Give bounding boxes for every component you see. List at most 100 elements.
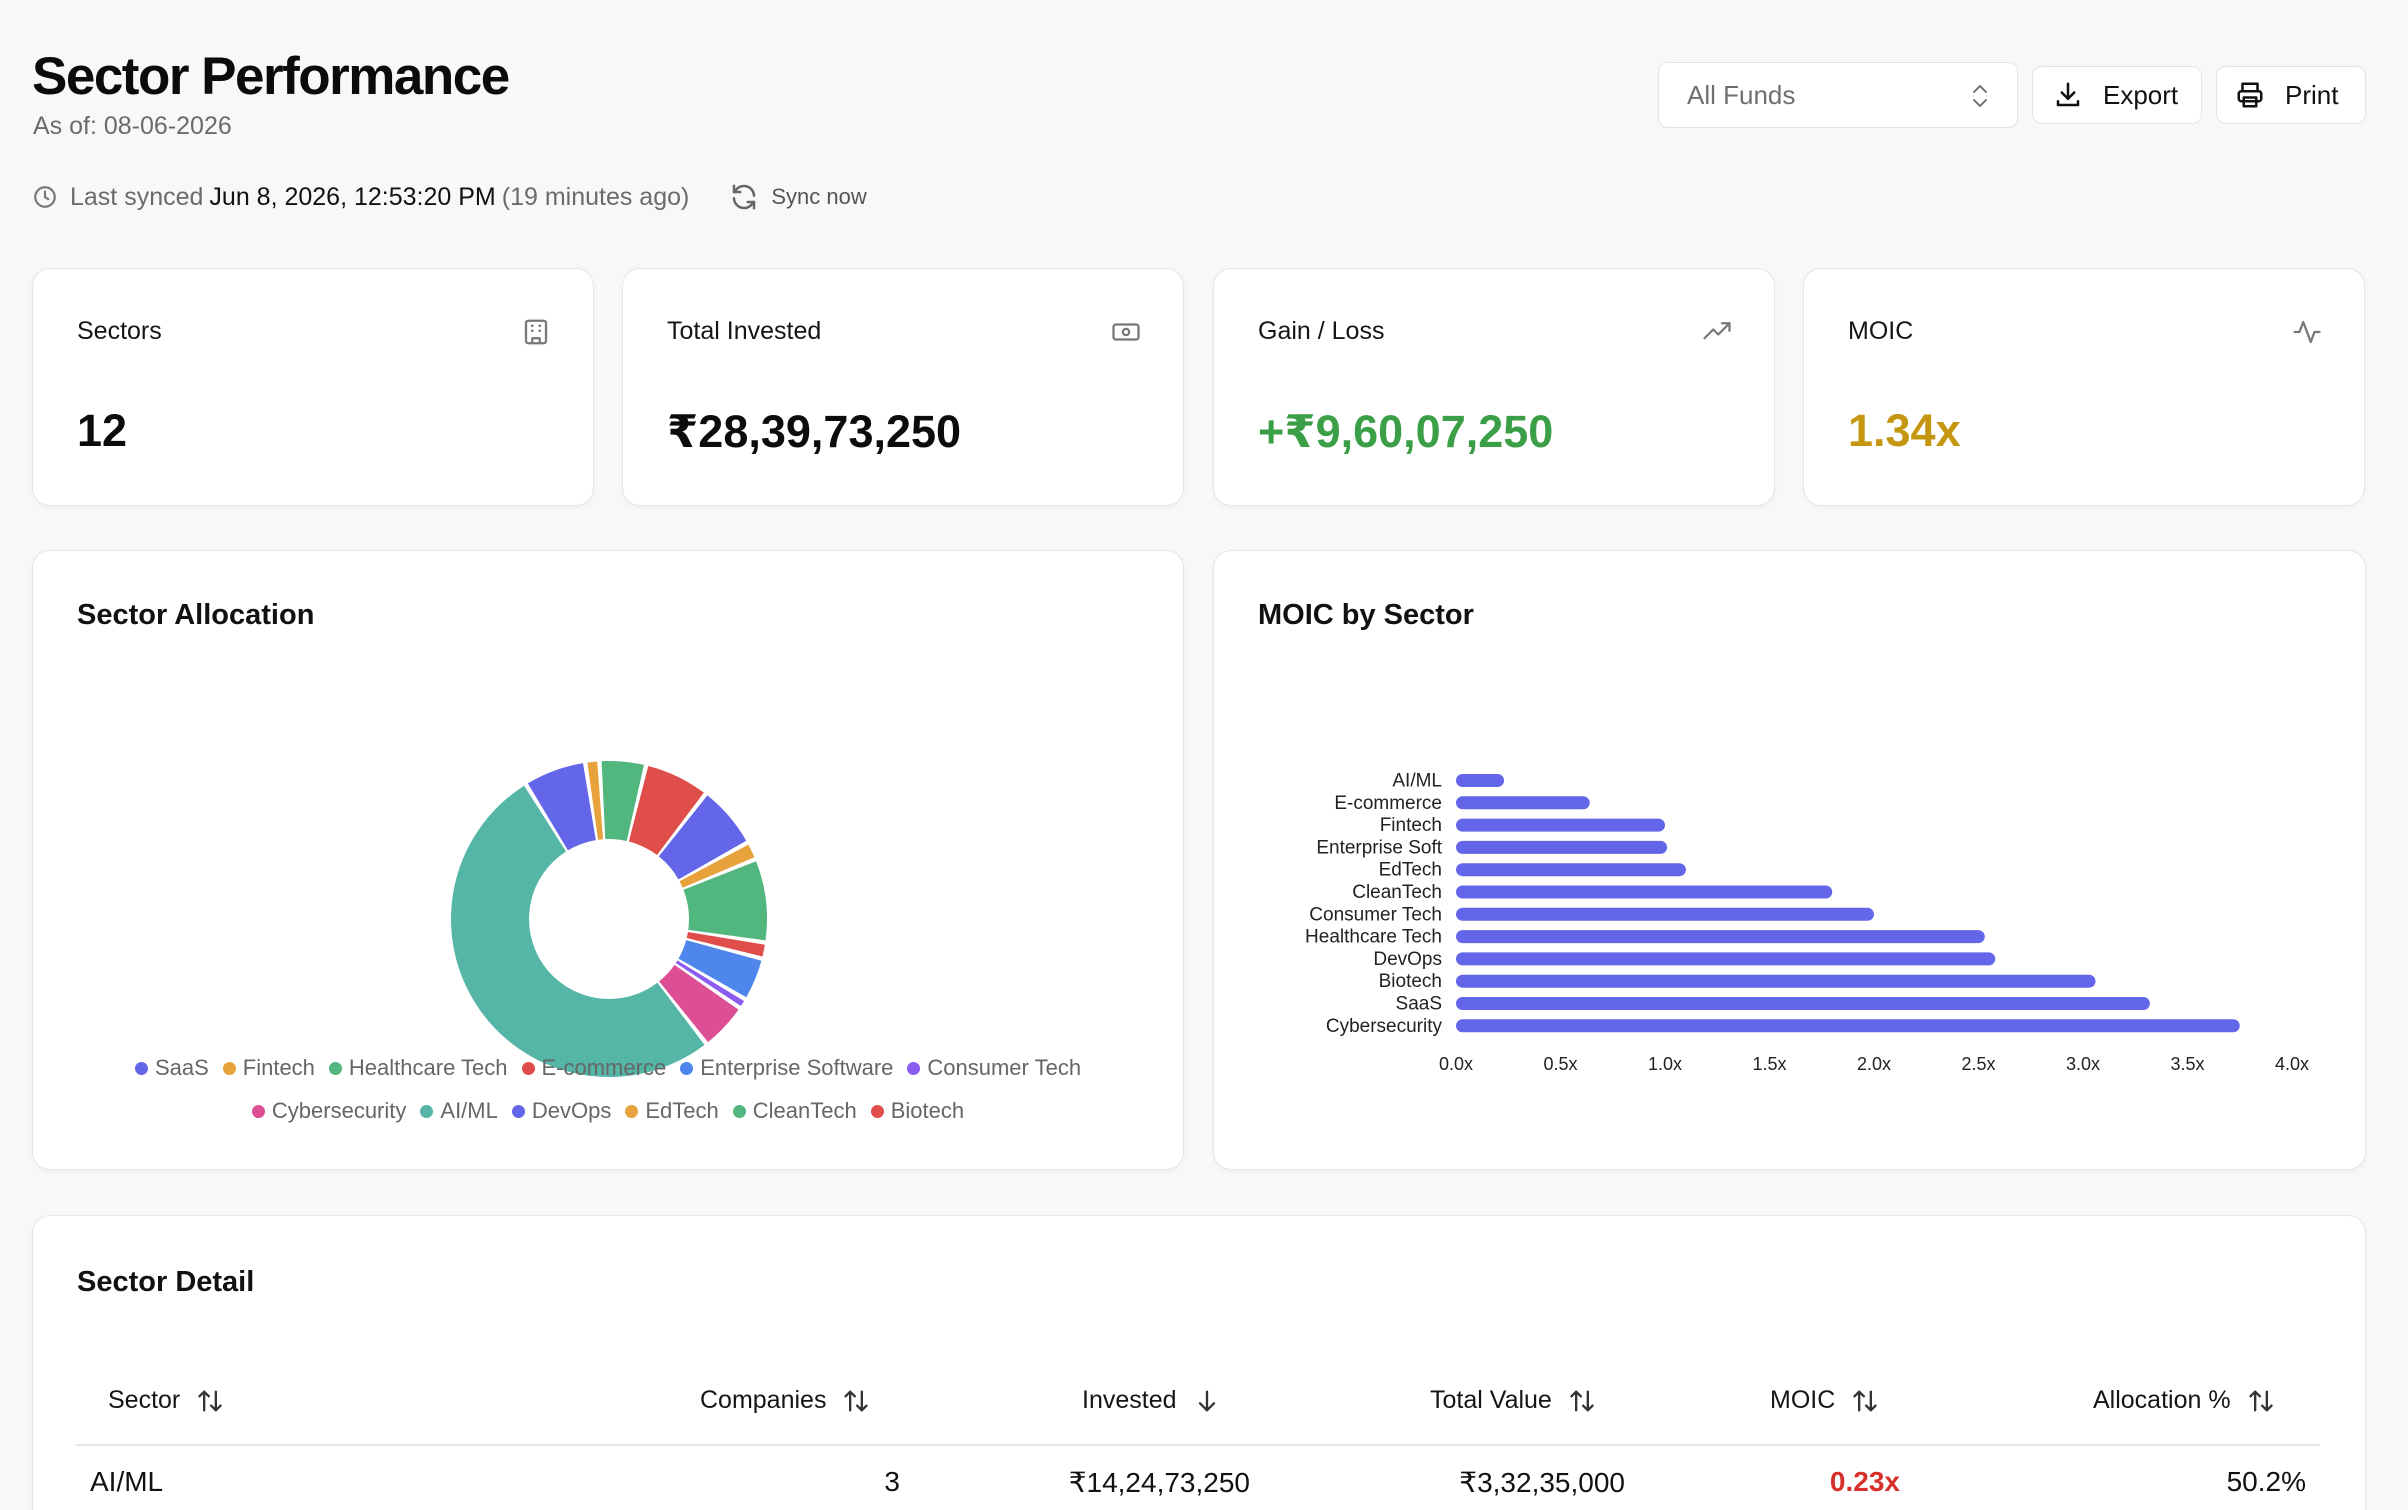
legend-item[interactable]: Consumer Tech	[907, 1055, 1081, 1081]
sector-allocation-donut-chart	[451, 761, 767, 1077]
clock-icon	[34, 186, 56, 208]
sector-allocation-panel: Sector Allocation SaaS Fintech Healthcare …	[32, 550, 1184, 1170]
legend-label: DevOps	[531, 1098, 612, 1123]
donut-slice-fintech[interactable]	[587, 761, 604, 840]
column-label: Invested	[1082, 1386, 1177, 1414]
donut-slice-devops[interactable]	[658, 795, 747, 880]
x-tick-label: 2.0x	[1857, 1054, 1891, 1074]
column-header-sector[interactable]: Sector	[108, 1386, 224, 1415]
donut-slice-enterprise-software[interactable]	[678, 940, 762, 998]
legend-item[interactable]: Enterprise Software	[680, 1055, 893, 1081]
printer-icon	[2237, 82, 2263, 108]
donut-slice-cybersecurity[interactable]	[659, 964, 739, 1043]
sync-time: Jun 8, 2026, 12:53:20 PM	[209, 182, 496, 211]
column-label: Companies	[700, 1386, 827, 1414]
column-label: Sector	[108, 1386, 181, 1414]
column-header-total-value[interactable]: Total Value	[1430, 1386, 1596, 1415]
legend-item[interactable]: Healthcare Tech	[328, 1055, 508, 1081]
column-header-moic[interactable]: MOIC	[1770, 1386, 1879, 1415]
column-header-companies[interactable]: Companies	[700, 1386, 870, 1415]
bar-category-label: DevOps	[1373, 949, 1442, 970]
activity-icon	[2293, 320, 2321, 344]
legend-item[interactable]: SaaS	[134, 1055, 209, 1081]
bar-category-label: Consumer Tech	[1309, 904, 1442, 925]
legend-item[interactable]: Fintech	[222, 1055, 315, 1081]
legend-item[interactable]: Biotech	[870, 1098, 965, 1124]
kpi-label: Sectors	[77, 317, 162, 345]
donut-slice-consumer-tech[interactable]	[675, 960, 745, 1006]
chevrons-up-down-icon	[1973, 85, 1987, 107]
kpi-value: ₹28,39,73,250	[667, 406, 962, 457]
x-tick-label: 2.5x	[1961, 1054, 1995, 1074]
legend-label: Cybersecurity	[271, 1098, 407, 1123]
kpi-value: 1.34x	[1848, 405, 1961, 456]
export-label: Export	[2103, 79, 2179, 110]
trending-up-icon	[1703, 322, 1731, 340]
moic-bar-fintech[interactable]	[1456, 818, 1665, 832]
column-header-invested[interactable]: Invested	[1082, 1386, 1221, 1415]
moic-bar-saas[interactable]	[1456, 997, 2150, 1010]
as-of-date: As of: 08-06-2026	[33, 112, 232, 141]
sort-icon	[198, 1390, 222, 1411]
sync-now-button[interactable]: Sync now	[729, 182, 867, 212]
legend-dot	[251, 1104, 265, 1118]
x-tick-label: 4.0x	[2275, 1054, 2309, 1074]
moic-bar-edtech[interactable]	[1456, 863, 1686, 877]
sync-ago: (19 minutes ago)	[501, 182, 690, 211]
banknote-icon	[1112, 323, 1140, 341]
kpi-value: +₹9,60,07,250	[1258, 406, 1554, 457]
legend-label: Biotech	[890, 1098, 965, 1123]
building-icon	[524, 319, 548, 345]
fund-select[interactable]: All Funds	[1658, 62, 2018, 128]
moic-bar-e-commerce[interactable]	[1456, 796, 1590, 810]
donut-slice-ai-ml[interactable]	[451, 785, 705, 1077]
refresh-icon	[733, 184, 756, 210]
moic-bar-healthcare-tech[interactable]	[1456, 930, 1985, 944]
legend-item[interactable]: E-commerce	[521, 1055, 666, 1081]
cell-invested: ₹14,24,73,250	[1068, 1467, 1250, 1498]
cell-moic: 0.23x	[1829, 1466, 1900, 1497]
legend-label: SaaS	[154, 1055, 209, 1080]
donut-slice-edtech[interactable]	[679, 844, 755, 888]
cell-sector: AI/ML	[90, 1466, 164, 1497]
allocation-legend-row-2: Cybersecurity AI/ML DevOps EdTech CleanTech B…	[33, 1098, 1183, 1124]
legend-item[interactable]: EdTech	[625, 1098, 719, 1124]
column-header-allocation[interactable]: Allocation %	[2093, 1386, 2275, 1415]
x-tick-label: 0.0x	[1439, 1054, 1473, 1074]
print-label: Print	[2285, 79, 2339, 110]
kpi-label: MOIC	[1848, 317, 1914, 345]
donut-slice-cleantech[interactable]	[683, 861, 767, 941]
moic-bar-enterprise-soft[interactable]	[1456, 840, 1668, 854]
moic-bar-devops[interactable]	[1456, 952, 1996, 966]
moic-bar-consumer-tech[interactable]	[1456, 907, 1874, 921]
donut-slice-e-commerce[interactable]	[628, 765, 704, 856]
legend-dot	[907, 1061, 921, 1075]
moic-bar-cleantech[interactable]	[1456, 885, 1833, 899]
bar-category-label: Cybersecurity	[1326, 1016, 1443, 1037]
table-divider	[76, 1444, 2320, 1446]
kpi-value: 12	[77, 405, 128, 456]
cell-companies: 3	[884, 1466, 900, 1497]
legend-label: Healthcare Tech	[348, 1055, 508, 1080]
legend-item[interactable]: DevOps	[511, 1098, 612, 1124]
legend-item[interactable]: AI/ML	[420, 1098, 498, 1124]
as-of-value: 08-06-2026	[103, 112, 232, 140]
column-label: Allocation %	[2093, 1386, 2231, 1414]
kpi-card-sectors: Sectors 12	[32, 268, 594, 506]
donut-slice-biotech[interactable]	[686, 932, 765, 957]
bar-category-label: Enterprise Soft	[1316, 837, 1442, 858]
donut-slice-healthcare-tech[interactable]	[601, 761, 644, 841]
legend-item[interactable]: Cybersecurity	[251, 1098, 407, 1124]
legend-item[interactable]: CleanTech	[732, 1098, 857, 1124]
moic-bar-ai-ml[interactable]	[1456, 774, 1505, 787]
bar-category-label: EdTech	[1379, 860, 1442, 881]
moic-bar-cybersecurity[interactable]	[1456, 1019, 2240, 1033]
sector-detail-panel: Sector Detail	[32, 1215, 2366, 1510]
donut-slice-saas[interactable]	[527, 763, 596, 851]
print-button[interactable]: Print	[2216, 66, 2366, 124]
x-tick-label: 3.5x	[2170, 1054, 2204, 1074]
moic-bar-biotech[interactable]	[1456, 974, 2096, 988]
arrow-down-icon	[1198, 1390, 1215, 1411]
legend-dot	[625, 1104, 639, 1118]
export-button[interactable]: Export	[2032, 66, 2202, 124]
